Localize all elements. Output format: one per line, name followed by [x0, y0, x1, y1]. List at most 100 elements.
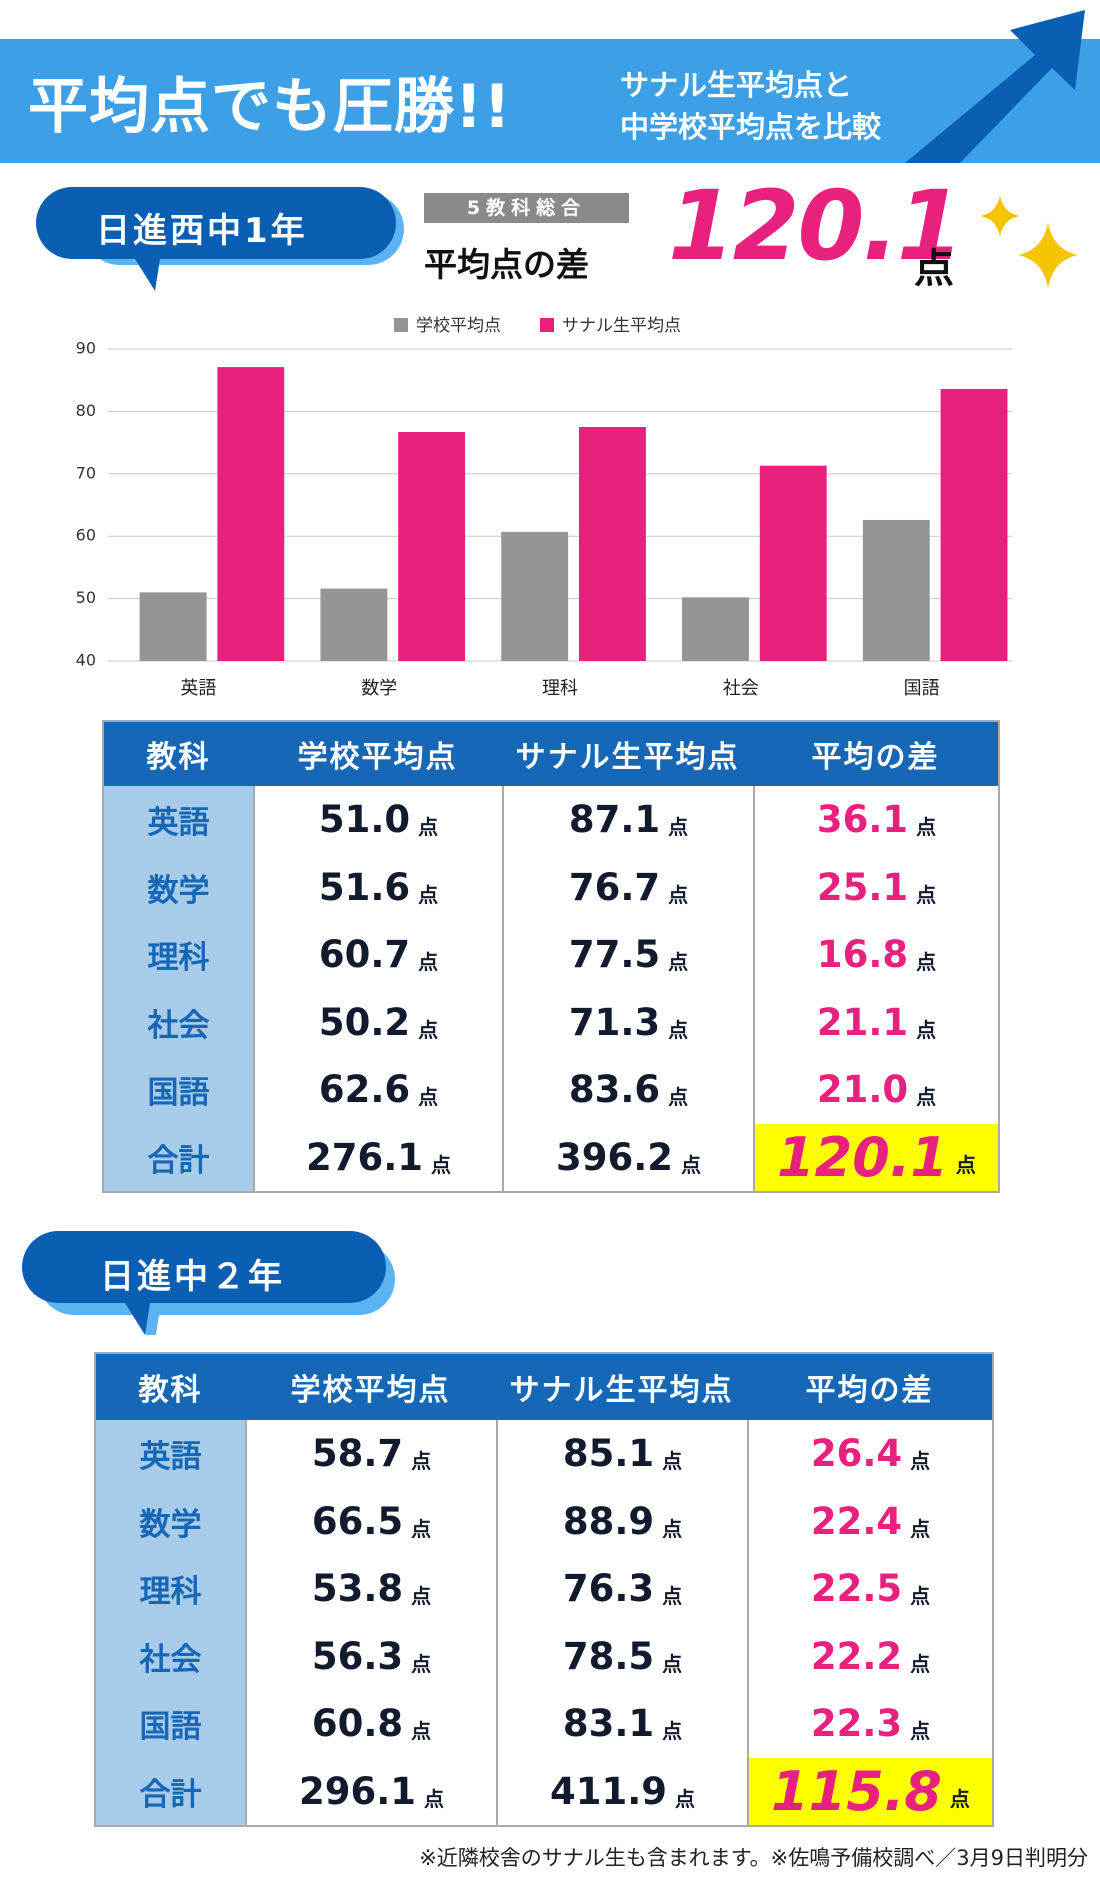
cell-value: 60.7	[318, 933, 411, 977]
value-cell: 60.8 点	[245, 1690, 496, 1758]
sparkle	[1018, 222, 1078, 288]
cell-unit: 点	[418, 815, 439, 840]
cell-unit: 点	[431, 1152, 452, 1177]
summary-label: 5教科総合	[424, 193, 629, 223]
cell-value: 53.8	[311, 1567, 404, 1611]
value-cell: 88.9 点	[496, 1487, 747, 1555]
subject-cell: 合計	[96, 1757, 245, 1825]
cell-unit: 点	[910, 1651, 931, 1676]
decor	[0, 10, 1100, 291]
cell-value: 83.6	[568, 1068, 661, 1112]
header-cell: サナル生平均点	[496, 1354, 747, 1420]
subject-cell: 国語	[96, 1690, 245, 1758]
cell-unit: 点	[916, 1017, 937, 1042]
summary-unit: 点	[914, 246, 954, 292]
value-cell: 36.1 点	[753, 786, 998, 854]
value-cell: 51.0 点	[253, 786, 502, 854]
footnote: ※近隣校舎のサナル生も含まれます。※佐鳴予備校調べ／3月9日判明分	[419, 1846, 1088, 1870]
cell-value: 396.2	[555, 1135, 674, 1179]
x-tick-label: 数学	[361, 678, 397, 699]
cell-value: 76.3	[562, 1567, 655, 1611]
sparkle	[980, 195, 1020, 237]
value-cell: 85.1 点	[496, 1420, 747, 1488]
cell-value: 87.1	[568, 798, 661, 842]
banner	[0, 39, 1100, 163]
cell-value: 36.1	[816, 798, 909, 842]
legend-swatch	[540, 318, 554, 332]
value-cell: 76.7 点	[502, 853, 753, 921]
value-cell: 58.7 点	[245, 1420, 496, 1488]
cell-value: 66.5	[311, 1499, 404, 1543]
cell-value: 26.4	[810, 1432, 903, 1476]
value-cell: 21.1 点	[753, 988, 998, 1056]
bar	[398, 431, 466, 661]
header-cell: 学校平均点	[253, 722, 502, 786]
subject-cell: 国語	[104, 1056, 253, 1124]
bar	[940, 388, 1008, 661]
value-cell: 396.2 点	[502, 1123, 753, 1191]
header-cell: サナル生平均点	[502, 722, 753, 786]
y-tick-label: 60	[76, 526, 96, 545]
arrow	[905, 10, 1085, 163]
y-tick-label: 80	[76, 401, 96, 420]
subject-cell: 社会	[96, 1622, 245, 1690]
cell-value: 411.9	[549, 1769, 668, 1813]
y-tick-label: 70	[76, 463, 96, 482]
bar	[862, 519, 930, 661]
cell-unit: 点	[668, 882, 689, 907]
cell-unit: 点	[681, 1152, 702, 1177]
value-cell: 22.3 点	[747, 1690, 992, 1758]
cell-unit: 点	[910, 1719, 931, 1744]
header-cell: 学校平均点	[245, 1354, 496, 1420]
cell-value: 115.8	[771, 1759, 942, 1823]
cell-value: 21.0	[816, 1068, 909, 1112]
cell-unit: 点	[910, 1449, 931, 1474]
value-cell: 115.8 点	[747, 1757, 992, 1825]
cell-unit: 点	[418, 882, 439, 907]
value-cell: 22.4 点	[747, 1487, 992, 1555]
cell-unit: 点	[662, 1449, 683, 1474]
value-cell: 25.1 点	[753, 853, 998, 921]
title: 平均点でも圧勝!!	[28, 72, 512, 142]
value-cell: 296.1 点	[245, 1757, 496, 1825]
cell-value: 296.1	[298, 1769, 417, 1813]
value-cell: 83.1 点	[496, 1690, 747, 1758]
value-cell: 77.5 点	[502, 921, 753, 989]
value-cell: 78.5 点	[496, 1622, 747, 1690]
summary-value: 120.1	[668, 170, 964, 282]
cell-value: 76.7	[568, 865, 661, 909]
bar	[217, 367, 285, 661]
bar	[501, 531, 569, 661]
subtitle: サナル生平均点と	[620, 68, 853, 102]
cell-value: 78.5	[562, 1634, 655, 1678]
cell-unit: 点	[916, 815, 937, 840]
cell-unit: 点	[418, 950, 439, 975]
cell-unit: 点	[668, 1085, 689, 1110]
value-cell: 76.3 点	[496, 1555, 747, 1623]
value-cell: 50.2 点	[253, 988, 502, 1056]
value-cell: 83.6 点	[502, 1056, 753, 1124]
cell-value: 120.1	[777, 1125, 948, 1189]
cell-value: 50.2	[318, 1000, 411, 1044]
header-cell: 教科	[104, 722, 253, 786]
value-cell: 120.1 点	[753, 1123, 998, 1191]
bar	[578, 427, 646, 661]
header-cell: 平均の差	[747, 1354, 992, 1420]
x-tick-label: 国語	[904, 678, 940, 699]
cell-value: 51.0	[318, 798, 411, 842]
value-cell: 60.7 点	[253, 921, 502, 989]
summary-caption: 平均点の差	[424, 245, 589, 284]
legend-label: 学校平均点	[416, 316, 501, 336]
subject-cell: 英語	[104, 786, 253, 854]
cell-unit: 点	[910, 1584, 931, 1609]
cell-value: 62.6	[318, 1068, 411, 1112]
cell-value: 22.3	[810, 1702, 903, 1746]
section-label: 日進西中1年	[96, 211, 308, 251]
bar	[139, 592, 207, 661]
cell-unit: 点	[662, 1584, 683, 1609]
cell-value: 21.1	[816, 1000, 909, 1044]
badge	[36, 187, 396, 291]
cell-unit: 点	[916, 950, 937, 975]
